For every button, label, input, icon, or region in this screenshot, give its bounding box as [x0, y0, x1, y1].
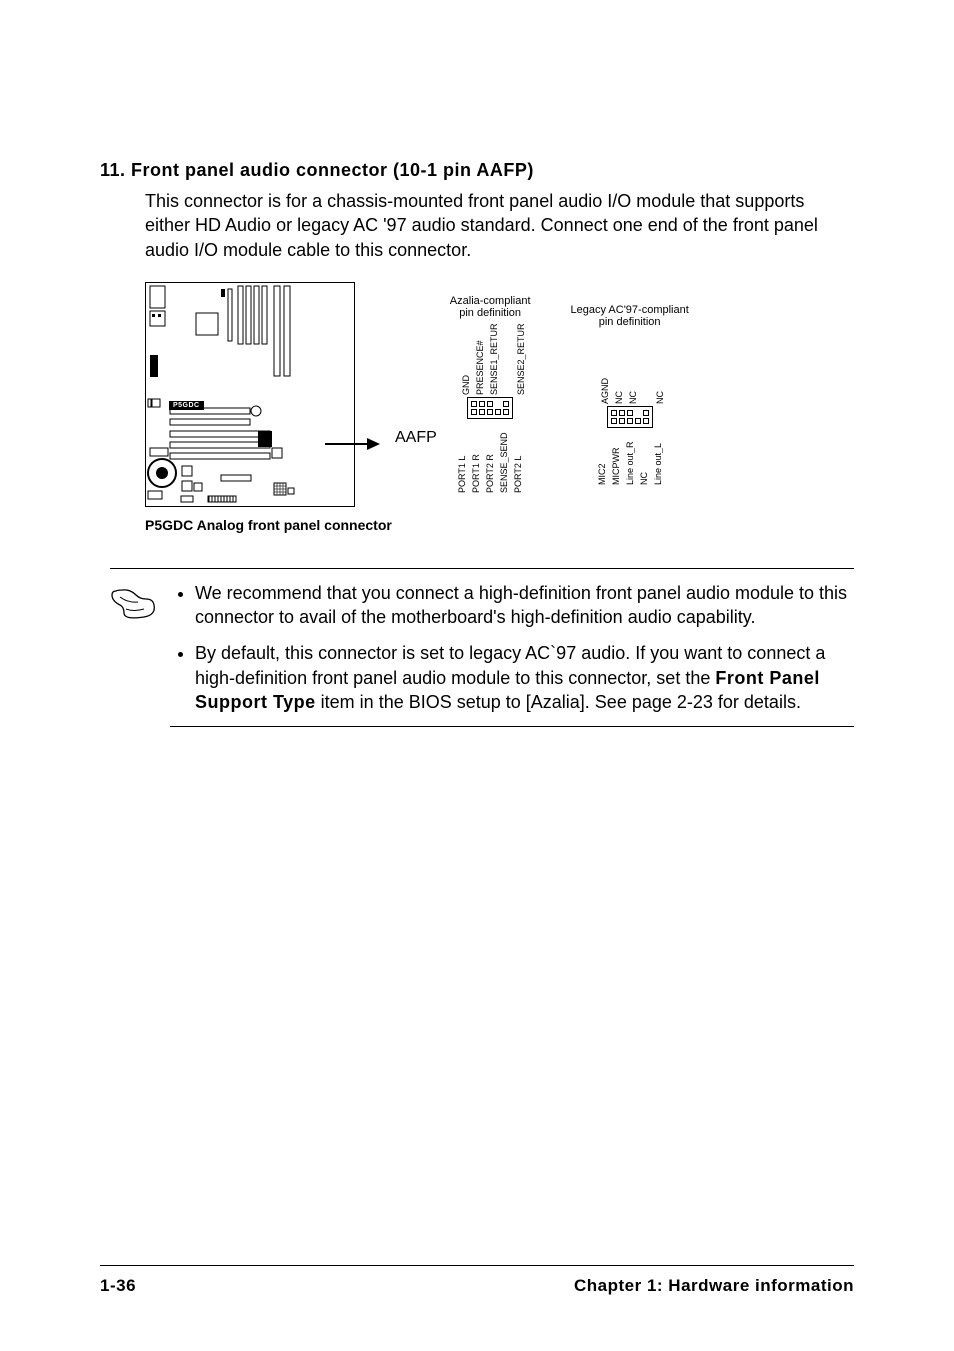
pin-label: PORT1 L — [457, 421, 467, 493]
diagram-row: P5GDC AAFP Azalia-compliant pin definiti… — [145, 282, 854, 507]
page-number: 1-36 — [100, 1276, 136, 1296]
pin-header — [607, 406, 653, 428]
pin-label: MICPWR — [611, 430, 621, 485]
pin-label: Line out_L — [653, 430, 663, 485]
pin-label: PORT2 L — [513, 421, 523, 493]
pin-label: NC — [639, 430, 649, 485]
section-heading: 11. Front panel audio connector (10-1 pi… — [100, 160, 854, 181]
motherboard-schematic: P5GDC — [145, 282, 355, 507]
note-icon — [110, 581, 170, 727]
ac97-connector: Legacy AC'97-compliant pin definition AG… — [571, 304, 689, 485]
pin-label: PORT2 R — [485, 421, 495, 493]
note-section: We recommend that you connect a high-def… — [110, 568, 854, 727]
pin-label: SENSE1_RETUR — [489, 323, 499, 395]
chapter-title: Chapter 1: Hardware information — [574, 1276, 854, 1296]
pin-label: GND — [461, 323, 471, 395]
note-item: We recommend that you connect a high-def… — [195, 581, 854, 630]
diagram-block: P5GDC AAFP Azalia-compliant pin definiti… — [145, 282, 854, 533]
note-item: By default, this connector is set to leg… — [195, 641, 854, 714]
note-list: We recommend that you connect a high-def… — [170, 581, 854, 727]
pin-label: MIC2 — [597, 430, 607, 485]
ac97-title: Legacy AC'97-compliant pin definition — [571, 304, 689, 328]
pin-label: PRESENCE# — [475, 323, 485, 395]
page-footer: 1-36 Chapter 1: Hardware information — [100, 1265, 854, 1296]
pin-label: Line out_R — [625, 430, 635, 485]
aafp-label: AAFP — [395, 429, 437, 447]
board-label: P5GDC — [169, 401, 204, 410]
note-text: item in the BIOS setup to [Azalia]. See … — [316, 692, 801, 712]
pin-label: SENSE_SEND — [499, 421, 509, 493]
pin-label: AGND — [600, 354, 610, 404]
pin-label: NC — [614, 354, 624, 404]
pin-label: SENSE2_RETUR — [516, 323, 526, 395]
pin-label: NC — [628, 354, 638, 404]
pin-header — [467, 397, 513, 419]
pin-label: NC — [655, 354, 665, 404]
pin-label: PORT1 R — [471, 421, 481, 493]
section-body: This connector is for a chassis-mounted … — [145, 189, 854, 262]
azalia-connector: Azalia-compliant pin definition GND PRES… — [450, 295, 531, 493]
azalia-title: Azalia-compliant pin definition — [450, 295, 531, 319]
mobo-svg — [146, 283, 356, 508]
diagram-caption: P5GDC Analog front panel connector — [145, 517, 854, 533]
